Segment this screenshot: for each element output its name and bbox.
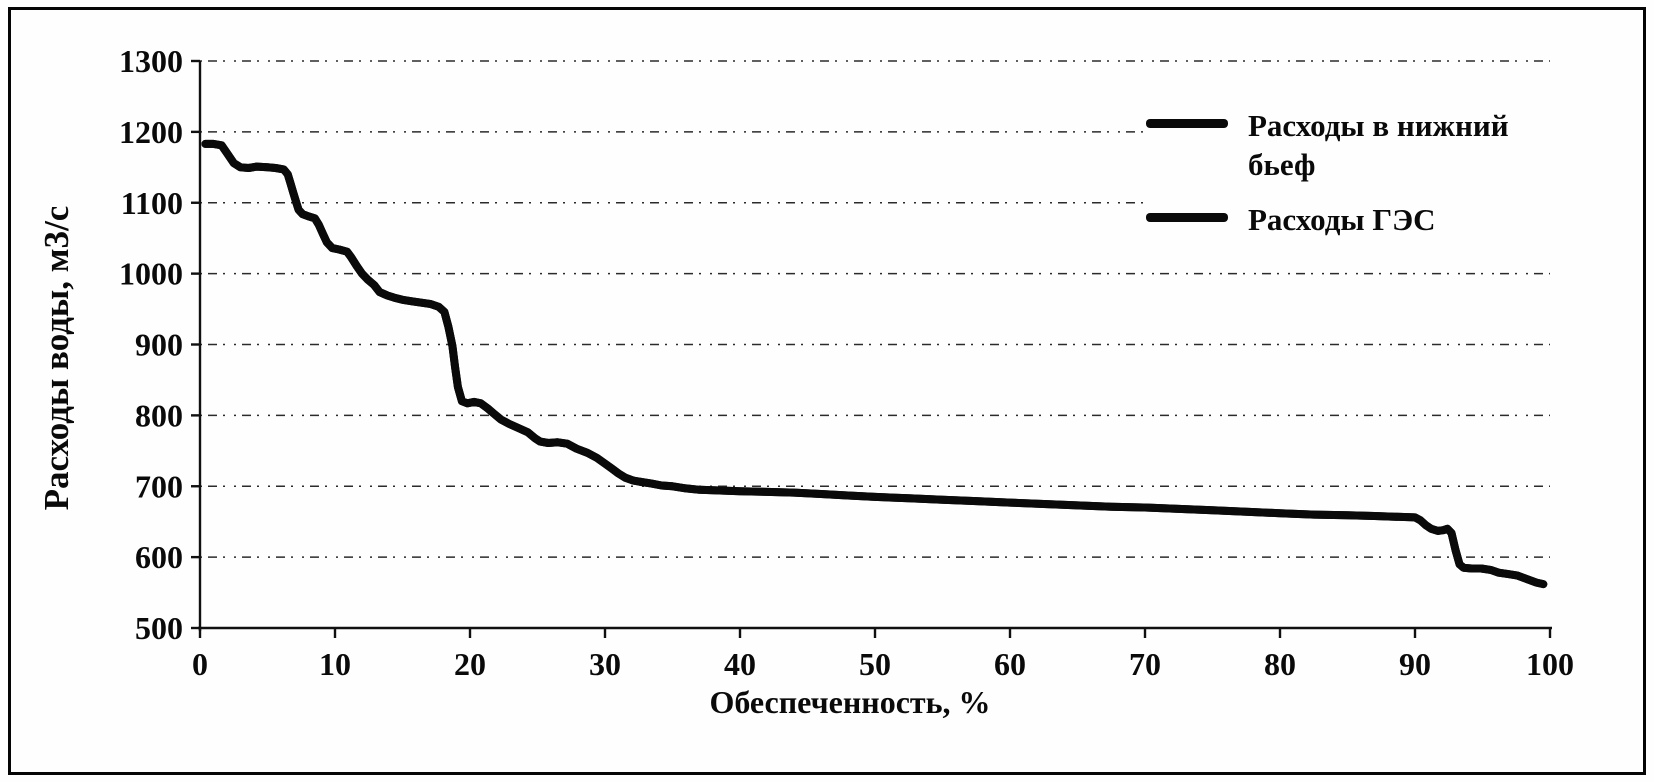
x-tick-label: 20 xyxy=(454,646,486,682)
x-tick-label: 30 xyxy=(589,646,621,682)
series-line-swatch xyxy=(1146,213,1228,222)
y-tick-label: 1100 xyxy=(121,185,183,221)
y-axis-title: Расходы воды, м3/с xyxy=(37,205,76,511)
y-tick-label: 900 xyxy=(135,327,183,363)
x-tick-label: 70 xyxy=(1129,646,1161,682)
x-tick-label: 80 xyxy=(1264,646,1296,682)
legend: Расходы в нижний бьеф Расходы ГЭС xyxy=(1146,106,1566,255)
y-tick-label: 600 xyxy=(135,539,183,575)
y-tick-label: 1200 xyxy=(119,114,183,150)
legend-label: Расходы ГЭС xyxy=(1248,202,1436,237)
legend-item-hpp: Расходы ГЭС xyxy=(1146,200,1566,239)
y-tick-label: 500 xyxy=(135,610,183,646)
x-tick-label: 60 xyxy=(994,646,1026,682)
x-tick-label: 40 xyxy=(724,646,756,682)
x-tick-label: 50 xyxy=(859,646,891,682)
x-axis-title: Обеспеченность, % xyxy=(709,684,991,720)
y-tick-label: 1000 xyxy=(119,256,183,292)
legend-label: Расходы в нижний бьеф xyxy=(1248,108,1509,182)
x-tick-label: 100 xyxy=(1526,646,1574,682)
x-tick-label: 0 xyxy=(192,646,208,682)
series-line-swatch xyxy=(1146,119,1228,128)
legend-item-tailwater: Расходы в нижний бьеф xyxy=(1146,106,1566,184)
y-tick-label: 1300 xyxy=(119,43,183,79)
x-tick-label: 90 xyxy=(1399,646,1431,682)
y-tick-label: 800 xyxy=(135,397,183,433)
y-tick-label: 700 xyxy=(135,468,183,504)
x-tick-label: 10 xyxy=(319,646,351,682)
series-line-1 xyxy=(201,139,1548,589)
